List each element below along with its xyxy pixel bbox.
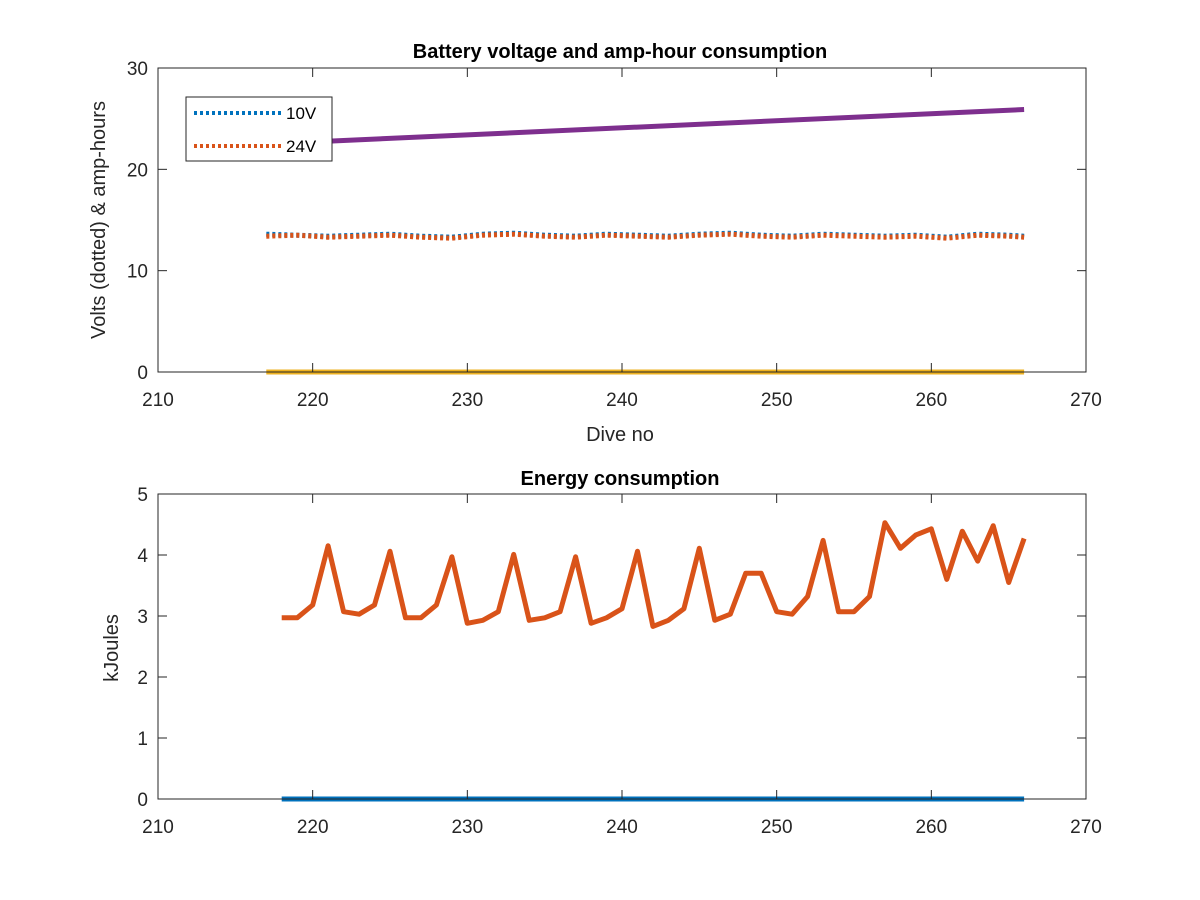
x-tick-label: 270 — [1070, 817, 1102, 838]
legend: 10V 24V — [185, 96, 333, 162]
legend-label-10v: 10V — [286, 104, 317, 123]
x-tick-label: 240 — [606, 817, 638, 838]
y-tick-label: 1 — [137, 729, 148, 750]
y-tick-label: 4 — [137, 546, 148, 567]
y-axis-title: kJoules — [101, 614, 123, 682]
x-tick-label: 220 — [297, 817, 329, 838]
x-tick-label: 260 — [915, 817, 947, 838]
series-line-4 — [266, 107, 1025, 147]
legend-label-24v: 24V — [286, 137, 317, 156]
x-tick-label: 240 — [606, 390, 638, 411]
axes-layer: 210 220 230 240 250 260 270 0 1 2 3 4 5 — [137, 485, 1101, 838]
plot-title: Energy consumption — [521, 468, 720, 490]
y-tick-label: 5 — [137, 485, 148, 506]
y-tick-label: 0 — [137, 790, 148, 811]
series-line-24v — [266, 231, 1025, 241]
x-tick-label: 210 — [142, 390, 174, 411]
axes-layer: 210 220 230 240 250 260 270 0 10 20 30 — [127, 59, 1102, 411]
x-tick-label: 250 — [761, 817, 793, 838]
y-tick-label: 2 — [137, 668, 148, 689]
x-tick-label: 270 — [1070, 390, 1102, 411]
series-line-2 — [281, 520, 1027, 629]
x-axis-title: Dive no — [586, 424, 654, 446]
x-tick-label: 210 — [142, 817, 174, 838]
y-tick-label: 0 — [137, 363, 148, 384]
y-tick-label: 3 — [137, 607, 148, 628]
x-tick-label: 260 — [915, 390, 947, 411]
x-tick-label: 250 — [761, 390, 793, 411]
legend-box — [185, 96, 333, 162]
y-tick-label: 20 — [127, 160, 148, 181]
plot-title: Battery voltage and amp-hour consumption — [413, 41, 827, 63]
x-tick-label: 220 — [297, 390, 329, 411]
x-tick-label: 230 — [451, 390, 483, 411]
y-tick-label: 10 — [127, 262, 148, 283]
energy-plot: Energy consumption 210 220 230 240 250 260 270… — [101, 468, 1102, 838]
voltage-amphour-plot: Battery voltage and amp-hour consumption… — [88, 41, 1102, 446]
x-tick-label: 230 — [451, 817, 483, 838]
y-axis-title: Volts (dotted) & amp-hours — [88, 101, 110, 339]
y-tick-label: 30 — [127, 59, 148, 80]
